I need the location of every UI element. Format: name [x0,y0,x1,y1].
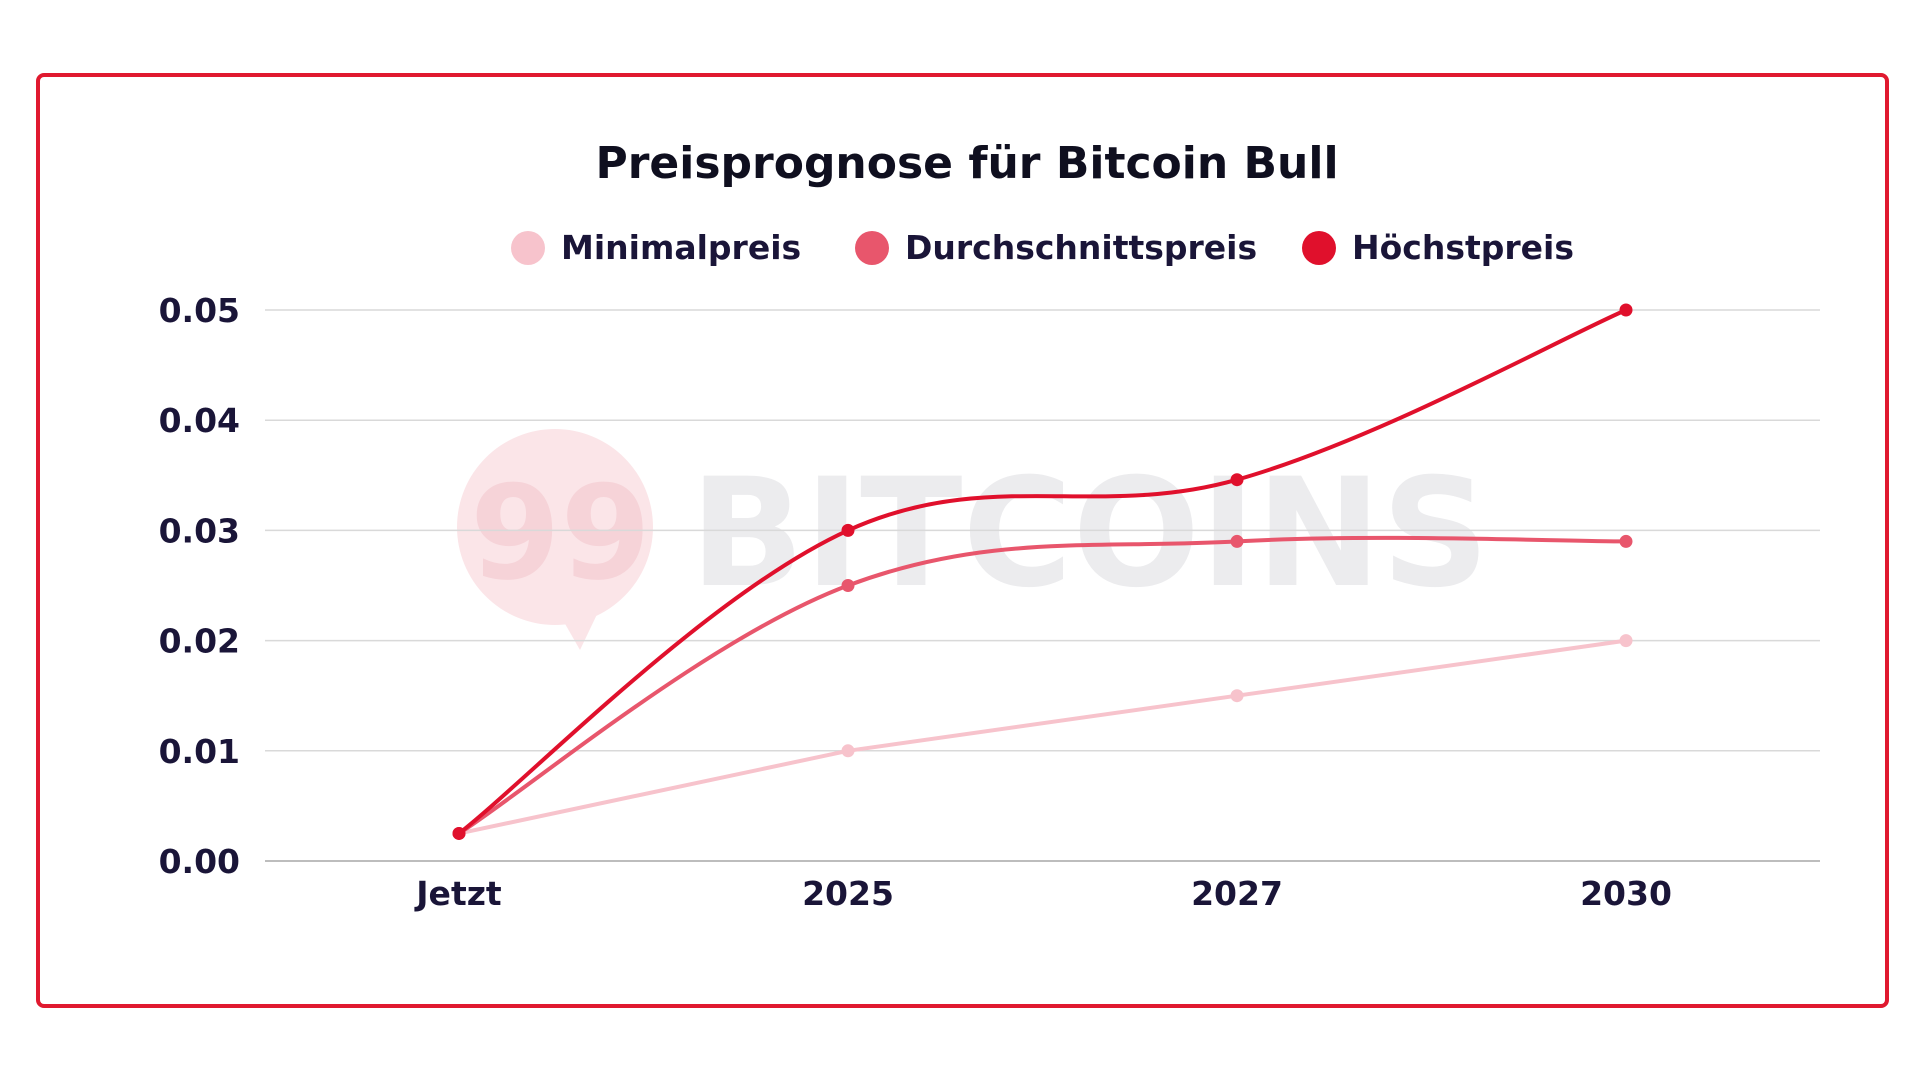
legend-marker [511,231,545,265]
y-tick-label: 0.04 [159,401,240,440]
x-tick-label: Jetzt [414,874,502,913]
grid-lines [265,309,1820,862]
legend-label: Minimalpreis [561,228,801,267]
legend-label: Höchstpreis [1352,228,1574,267]
data-point [841,523,855,537]
watermark: 99 BITCOINS [457,429,1489,650]
y-tick-label: 0.02 [159,622,240,661]
y-tick-label: 0.00 [159,842,240,881]
x-tick-label: 2027 [1191,874,1283,913]
y-tick-label: 0.05 [159,291,240,330]
watermark-logo-tail [560,608,600,650]
legend-label: Durchschnittspreis [905,228,1257,267]
y-axis-ticks: 0.00 0.01 0.02 0.03 0.04 0.05 [159,291,240,881]
chart-frame [36,73,1889,1008]
data-point [1230,534,1244,548]
watermark-logo-circle [457,429,653,625]
series-line [457,535,1628,836]
series-line [457,308,1628,836]
data-point [1230,473,1244,487]
y-tick-label: 0.03 [159,511,240,550]
x-tick-label: 2025 [802,874,894,913]
data-point [452,826,466,840]
data-point [1619,534,1633,548]
watermark-number: 99 [470,457,651,609]
x-axis-ticks: Jetzt 2025 2027 2030 [414,874,1672,913]
series-lines [452,303,1633,840]
watermark-text: BITCOINS [690,447,1489,621]
data-point [1230,689,1244,703]
data-point [841,579,855,592]
chart-title: Preisprognose für Bitcoin Bull [595,138,1338,189]
data-point [841,744,855,758]
x-tick-label: 2030 [1580,874,1672,913]
legend-marker [1302,231,1336,265]
legend-marker [855,231,889,265]
legend: Minimalpreis Durchschnittspreis Höchstprei… [511,228,1574,267]
data-point [1619,303,1633,317]
y-tick-label: 0.01 [159,732,240,771]
data-point [1619,634,1633,648]
series-line [457,638,1628,836]
